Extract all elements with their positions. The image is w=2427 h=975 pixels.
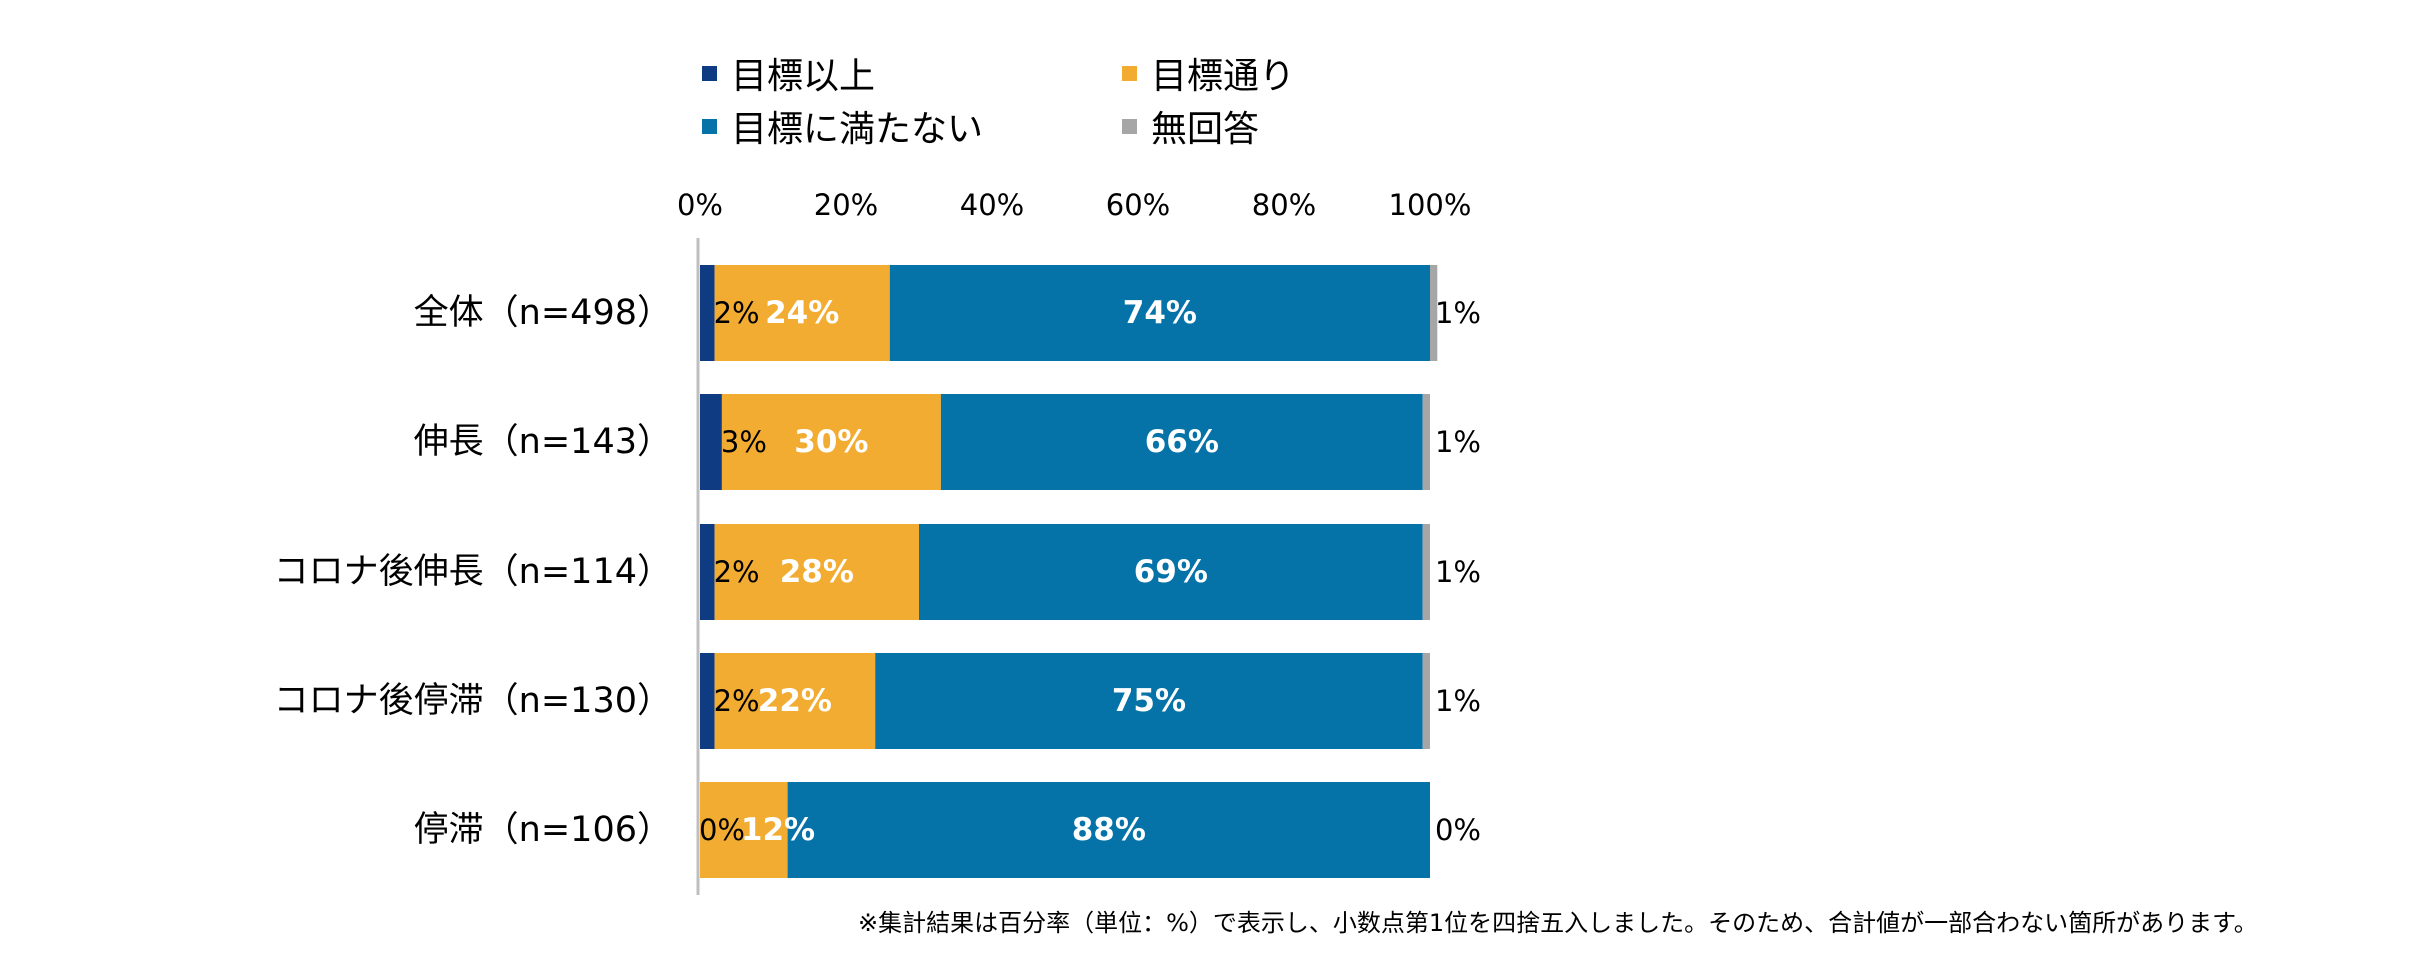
bar-3-2 <box>875 653 1423 749</box>
bar-4-1 <box>700 782 788 878</box>
data-label-0-3: 1% <box>1435 296 1481 330</box>
x-tick-label-0: 0% <box>677 188 723 222</box>
data-label-4-0: 0% <box>699 813 745 847</box>
bar-3-0 <box>700 653 715 749</box>
legend-swatch-above-target <box>702 65 717 81</box>
x-tick-label-1: 20% <box>814 188 878 222</box>
legend-label-below-target: 目標に満たない <box>731 109 984 150</box>
category-label-1: 伸長（n=143） <box>414 422 672 462</box>
bar-0-3 <box>1430 265 1438 361</box>
data-label-3-3: 1% <box>1435 684 1481 718</box>
legend-swatch-below-target <box>702 118 717 134</box>
bar-1-0 <box>700 394 722 490</box>
legend-label-above-target: 目標以上 <box>731 56 876 97</box>
data-label-1-2: 66% <box>1145 424 1219 460</box>
legend-swatch-no-answer <box>1122 118 1137 134</box>
bar-2-1 <box>714 524 919 620</box>
data-label-2-1: 28% <box>780 554 854 590</box>
bar-2-3 <box>1422 524 1430 620</box>
data-label-0-2: 74% <box>1123 295 1197 331</box>
bar-0-1 <box>714 265 890 361</box>
bar-3-3 <box>1422 653 1430 749</box>
data-label-4-2: 88% <box>1072 812 1146 848</box>
legend-swatch-on-target <box>1122 65 1137 81</box>
data-label-2-0: 2% <box>714 555 760 589</box>
category-label-2: コロナ後伸長（n=114） <box>274 552 672 592</box>
bar-2-0 <box>700 524 715 620</box>
legend-item-below-target: 目標に満たない <box>702 100 983 152</box>
data-label-1-1: 30% <box>794 424 868 460</box>
data-label-1-0: 3% <box>721 425 767 459</box>
bar-2-2 <box>919 524 1423 620</box>
x-tick-label-5: 100% <box>1389 188 1472 222</box>
category-label-4: 停滞（n=106） <box>414 810 672 850</box>
data-label-1-3: 1% <box>1435 425 1481 459</box>
category-label-3: コロナ後停滞（n=130） <box>274 681 672 721</box>
bar-4-2 <box>787 782 1430 878</box>
legend-item-no-answer: 無回答 <box>1122 100 1259 152</box>
data-label-0-0: 2% <box>714 296 760 330</box>
data-label-2-3: 1% <box>1435 555 1481 589</box>
bar-0-0 <box>700 265 715 361</box>
x-tick-label-2: 40% <box>960 188 1024 222</box>
data-label-0-1: 24% <box>765 295 839 331</box>
data-label-4-1: 12% <box>741 812 815 848</box>
x-tick-label-4: 80% <box>1252 188 1316 222</box>
data-label-3-2: 75% <box>1112 683 1186 719</box>
legend-item-above-target: 目標以上 <box>702 47 875 99</box>
data-label-4-3: 0% <box>1435 813 1481 847</box>
bar-0-2 <box>889 265 1430 361</box>
bar-1-2 <box>940 394 1423 490</box>
data-label-3-0: 2% <box>714 684 760 718</box>
x-tick-label-3: 60% <box>1106 188 1170 222</box>
bar-3-1 <box>714 653 876 749</box>
legend-label-no-answer: 無回答 <box>1151 109 1260 150</box>
legend-item-on-target: 目標通り <box>1122 47 1295 99</box>
data-label-3-1: 22% <box>758 683 832 719</box>
footnote: ※集計結果は百分率（単位：%）で表示し、小数点第1位を四捨五入しました。そのため… <box>858 909 2258 937</box>
category-label-0: 全体（n=498） <box>414 293 672 333</box>
bar-1-1 <box>721 394 941 490</box>
bar-1-3 <box>1422 394 1430 490</box>
legend-label-on-target: 目標通り <box>1151 56 1296 97</box>
data-label-2-2: 69% <box>1134 554 1208 590</box>
